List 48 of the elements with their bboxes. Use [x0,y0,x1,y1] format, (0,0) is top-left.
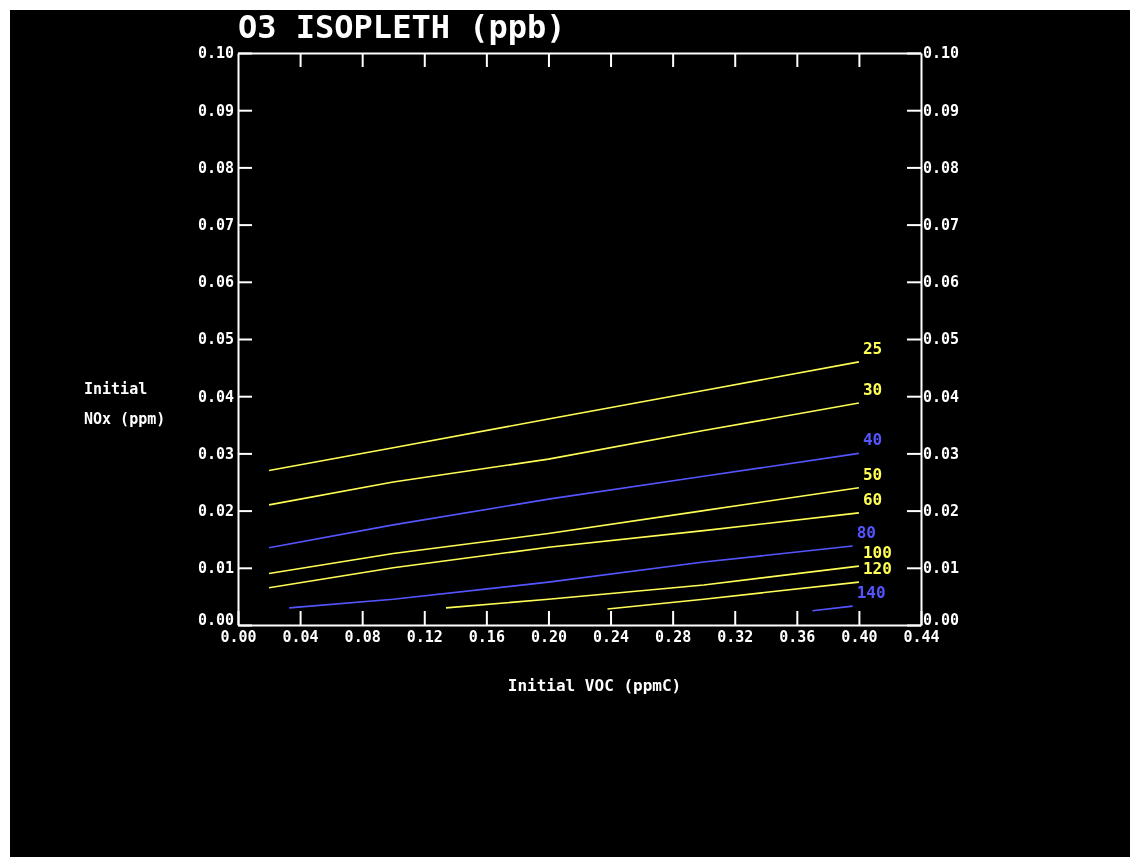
y2-tick-label: 0.07 [923,215,960,234]
series-label: 80 [856,523,876,543]
x-tick-label: 0.24 [592,627,630,646]
y-tick-label: 0.05 [197,330,234,349]
series-label: 25 [862,338,883,358]
y2-tick-label: 0.08 [923,158,960,177]
y2-tick-label: 0.04 [923,387,960,406]
y2-tick-label: 0.02 [923,501,960,520]
y-tick-label: 0.02 [197,501,234,520]
y-tick-label: 0.00 [197,610,234,629]
x-tick-label: 0.16 [468,627,505,646]
chart-title: O3 ISOPLETH (ppb) [238,8,566,46]
x-axis-title: Initial VOC (ppmC) [507,676,682,695]
y2-tick-label: 0.09 [923,101,960,120]
x-tick-label: 0.00 [220,627,257,646]
line-series [268,402,860,506]
x-tick-label: 0.20 [530,627,568,646]
x-tick-label: 0.32 [717,627,754,646]
y2-tick-label: 0.05 [923,330,960,349]
y-axis-title: Initial NOx (ppm) [84,380,166,428]
y-tick-label: 0.10 [197,44,234,63]
series-label: 60 [862,489,883,509]
y2-tick-label: 0.06 [923,273,960,292]
series-label: 30 [862,380,883,400]
y-tick-label: 0.01 [197,559,234,578]
line-series [445,565,860,609]
series-label: 140 [856,583,886,603]
y-tick-label: 0.09 [197,101,234,120]
x-tick-label: 0.12 [406,627,443,646]
line-series [288,545,854,609]
y-tick-label: 0.04 [197,387,234,406]
y-tick-label: 0.06 [197,273,234,292]
y-tick-label: 0.08 [197,158,234,177]
y-tick-label: 0.07 [197,215,234,234]
series-label: 40 [862,430,883,450]
x-tick-label: 0.36 [779,627,816,646]
x-tick-label: 0.08 [344,627,381,646]
y2-tick-label: 0.00 [923,610,960,629]
y2-tick-label: 0.10 [923,44,960,63]
x-tick-label: 0.28 [655,627,692,646]
y2-tick-label: 0.03 [923,444,960,463]
x-tick-label: 0.04 [282,627,319,646]
x-tick-label: 0.40 [841,627,878,646]
y2-tick-label: 0.01 [923,559,960,578]
y-tick-label: 0.03 [197,444,234,463]
series-label: 50 [862,464,883,484]
line-series [268,361,860,472]
x-tick-label: 0.44 [903,627,940,646]
